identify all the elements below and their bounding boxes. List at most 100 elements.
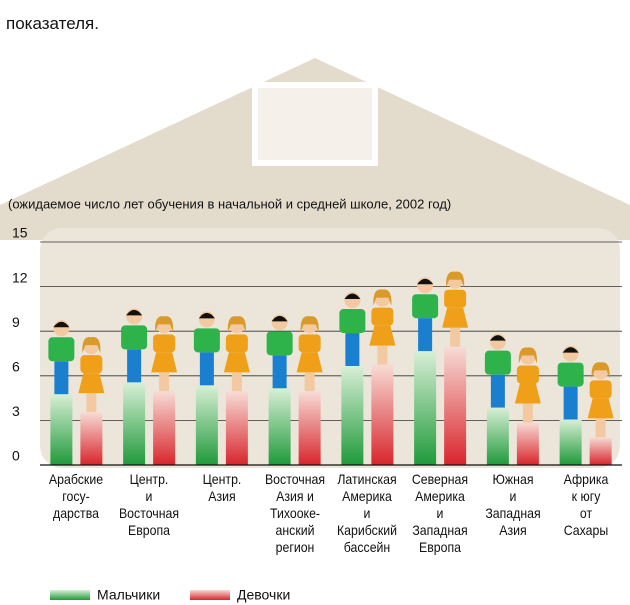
- y-tick-label: 9: [12, 314, 20, 330]
- y-tick-label: 3: [12, 403, 20, 419]
- subtitle: (ожидаемое число лет обучения в начально…: [8, 196, 451, 211]
- bar: [557, 345, 584, 465]
- legs: [86, 393, 97, 413]
- trousers: [54, 361, 69, 395]
- shirt: [412, 294, 439, 319]
- hair: [271, 315, 288, 322]
- bar-fill: [123, 382, 146, 465]
- trousers: [199, 352, 214, 386]
- hair: [489, 335, 506, 341]
- shirt: [193, 328, 220, 353]
- trousers: [345, 333, 360, 367]
- shirt: [484, 350, 511, 375]
- bar-fill: [225, 391, 248, 465]
- skirt: [223, 352, 250, 373]
- hair: [300, 316, 319, 333]
- x-tick-label: Центр. Азия: [202, 471, 242, 504]
- trousers: [272, 355, 287, 389]
- bar-fill: [80, 412, 103, 465]
- blouse: [298, 334, 321, 353]
- x-tick-label: Латинская Америка и Карибский бассейн: [337, 471, 398, 555]
- hair: [562, 347, 579, 353]
- bar: [48, 320, 75, 465]
- window: [252, 82, 378, 166]
- bar: [442, 271, 469, 465]
- bar-fill: [341, 366, 364, 465]
- skirt: [514, 383, 541, 404]
- bar: [412, 277, 439, 465]
- legend-label: Мальчики: [97, 587, 160, 603]
- hair: [227, 316, 246, 333]
- trousers: [418, 318, 433, 352]
- skirt: [587, 398, 614, 419]
- bar: [369, 289, 396, 465]
- legs: [231, 372, 242, 392]
- house-wall: [40, 228, 620, 468]
- hair: [82, 336, 101, 354]
- bar: [223, 316, 250, 465]
- bar-fill: [589, 437, 612, 465]
- skirt: [151, 352, 178, 373]
- blouse: [80, 355, 103, 374]
- blouse: [516, 365, 539, 384]
- y-tick-label: 12: [12, 269, 28, 285]
- shirt: [557, 362, 584, 387]
- bar-fill: [559, 419, 582, 465]
- legs: [159, 372, 170, 392]
- trousers: [563, 386, 578, 420]
- legs: [377, 345, 388, 365]
- bar: [193, 311, 220, 465]
- x-tick-label: Арабские госу- дарства: [49, 471, 104, 521]
- legend-swatch: [190, 590, 230, 600]
- legs: [522, 403, 533, 423]
- blouse: [225, 334, 248, 353]
- bar: [339, 292, 366, 465]
- bar-fill: [50, 394, 73, 465]
- skirt: [296, 352, 323, 373]
- x-tick-label: Северная Америка и Западная Европа: [412, 471, 469, 555]
- bar: [78, 336, 105, 465]
- bar-fill: [153, 391, 176, 465]
- hair: [373, 289, 392, 306]
- bar-fill: [414, 351, 437, 465]
- shirt: [121, 325, 148, 350]
- trousers: [490, 374, 505, 408]
- hair: [126, 309, 143, 316]
- blouse: [371, 307, 394, 326]
- x-tick-label: Африка к югу от Сахары: [563, 471, 608, 538]
- hair: [591, 362, 610, 379]
- bar-fill: [486, 407, 509, 465]
- bar-fill: [195, 385, 218, 465]
- hair: [417, 278, 434, 285]
- x-tick-label: Центр. и Восточная Европа: [119, 471, 180, 538]
- bar: [266, 314, 293, 465]
- bar-fill: [371, 364, 394, 465]
- bar: [587, 362, 614, 465]
- y-tick-label: 6: [12, 359, 20, 375]
- skirt: [78, 373, 105, 394]
- blouse: [589, 380, 612, 399]
- bar-fill: [516, 422, 539, 465]
- blouse: [153, 334, 176, 353]
- y-tick-label: 0: [12, 448, 20, 464]
- legs: [595, 418, 606, 438]
- legs: [304, 372, 315, 392]
- trousers: [127, 349, 142, 383]
- shirt: [339, 309, 366, 334]
- intro-text: показателя.: [6, 14, 99, 33]
- legend-swatch: [50, 590, 90, 600]
- bar-fill: [268, 388, 291, 465]
- blouse: [444, 289, 467, 308]
- shirt: [266, 331, 293, 356]
- hair: [53, 321, 70, 328]
- hair: [518, 347, 537, 364]
- hair: [155, 316, 174, 333]
- hair: [446, 271, 465, 288]
- bar: [121, 308, 148, 465]
- bar-fill: [298, 391, 321, 465]
- legend-label: Девочки: [237, 587, 290, 603]
- bar: [151, 316, 178, 465]
- hair: [344, 293, 361, 300]
